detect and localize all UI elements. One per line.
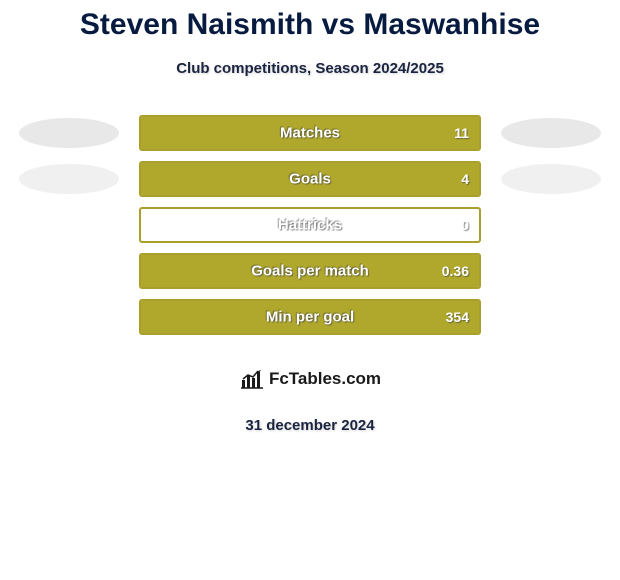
stat-row: Hattricks0	[0, 207, 620, 243]
date-label: 31 december 2024	[0, 417, 620, 434]
stat-bar: Hattricks0	[139, 207, 481, 243]
stat-row: Min per goal354	[0, 299, 620, 335]
logo-text: FcTables.com	[269, 369, 381, 389]
stat-bar-fill	[141, 117, 479, 149]
left-ellipse	[19, 118, 119, 148]
stats-comparison-card: Steven Naismith vs Maswanhise Club compe…	[0, 0, 620, 434]
page-title: Steven Naismith vs Maswanhise	[0, 8, 620, 42]
right-ellipse	[501, 164, 601, 194]
stat-bar-fill	[141, 301, 479, 333]
stat-bar-fill	[141, 163, 479, 195]
right-ellipse	[501, 118, 601, 148]
stats-bars: Matches11 Goals4 Hattricks0 Goals per match…	[0, 115, 620, 335]
bar-chart-icon	[239, 368, 265, 390]
stat-bar: Goals per match0.36	[139, 253, 481, 289]
logo-box[interactable]: FcTables.com	[201, 357, 419, 401]
stat-bar: Matches11	[139, 115, 481, 151]
stat-bar: Min per goal354	[139, 299, 481, 335]
stat-value: 0	[461, 217, 469, 233]
stat-bar: Goals4	[139, 161, 481, 197]
stat-row: Goals per match0.36	[0, 253, 620, 289]
subtitle: Club competitions, Season 2024/2025	[0, 60, 620, 77]
left-ellipse	[19, 164, 119, 194]
stat-row: Goals4	[0, 161, 620, 197]
stat-bar-fill	[141, 255, 479, 287]
stat-row: Matches11	[0, 115, 620, 151]
stat-label: Hattricks	[141, 217, 479, 234]
